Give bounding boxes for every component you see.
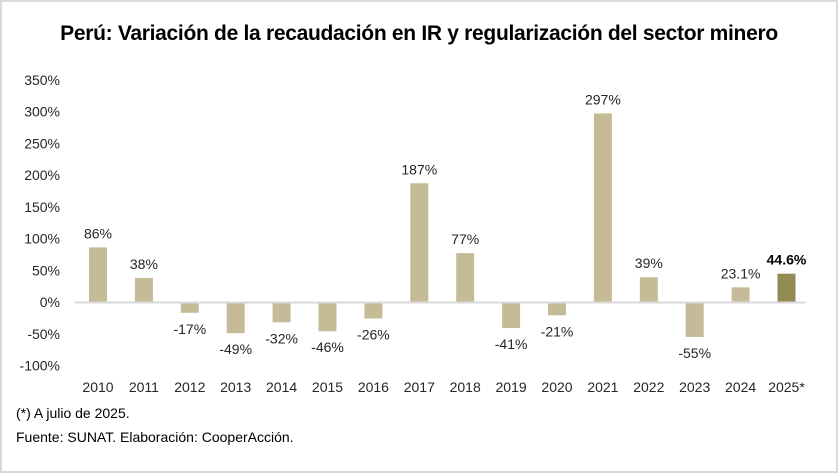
- data-label: 86%: [84, 225, 112, 241]
- y-axis: 350% 300% 250% 200% 150% 100% 50% 0% -50% -100%: [20, 72, 60, 374]
- bar-2024: [731, 287, 750, 302]
- data-labels: 86% 38% -17% -49% -32% -46% -26% 187% 77% -41% -21…: [84, 91, 807, 361]
- bar-2021: [593, 113, 612, 302]
- x-tick-label: 2019: [496, 379, 527, 395]
- x-tick-label: 2018: [450, 379, 481, 395]
- data-label: 38%: [130, 256, 158, 272]
- data-label: 39%: [635, 255, 663, 271]
- x-tick-label: 2013: [220, 379, 251, 395]
- data-label: -46%: [311, 339, 344, 355]
- y-tick-label: 300%: [24, 104, 60, 120]
- x-tick-label: 2023: [679, 379, 710, 395]
- data-label: -21%: [541, 323, 574, 339]
- data-label: 44.6%: [767, 252, 807, 268]
- x-tick-label: 2011: [129, 379, 159, 395]
- data-label: -26%: [357, 327, 390, 343]
- bar-2010: [89, 247, 107, 302]
- y-tick-label: 200%: [24, 167, 60, 183]
- x-tick-label: 2020: [541, 379, 572, 395]
- bar-2022: [639, 277, 658, 302]
- x-tick-label: 2022: [633, 379, 664, 395]
- data-label: -49%: [219, 341, 252, 357]
- bar-2025: [777, 273, 796, 302]
- x-axis: 2010 2011 2012 2013 2014 2015 2016 2017 2018 2019…: [82, 379, 805, 395]
- bar-2015: [318, 302, 337, 332]
- y-tick-label: 0%: [40, 294, 60, 310]
- y-tick-label: -100%: [20, 358, 60, 374]
- x-tick-label: 2010: [82, 379, 113, 395]
- bar-2012: [180, 302, 199, 313]
- bar-2016: [364, 302, 383, 319]
- x-tick-label: 2015: [312, 379, 343, 395]
- y-tick-label: 350%: [24, 72, 60, 88]
- x-tick-label: 2025*: [768, 379, 805, 395]
- y-tick-label: 100%: [24, 231, 60, 247]
- data-label: -41%: [495, 336, 528, 352]
- x-tick-label: 2014: [266, 379, 297, 395]
- bars: [89, 113, 796, 337]
- x-tick-label: 2017: [404, 379, 435, 395]
- x-tick-label: 2024: [725, 379, 756, 395]
- data-label: 77%: [451, 231, 479, 247]
- bar-2020: [548, 302, 566, 316]
- y-tick-label: -50%: [27, 326, 60, 342]
- x-tick-label: 2016: [358, 379, 389, 395]
- bar-2014: [272, 302, 291, 323]
- footnote-source: Fuente: SUNAT. Elaboración: CooperAcción…: [16, 429, 294, 445]
- data-label: 23.1%: [721, 265, 761, 281]
- footnote-note: (*) A julio de 2025.: [16, 405, 130, 421]
- data-label: -55%: [678, 345, 711, 361]
- bar-2017: [410, 183, 429, 302]
- bar-2018: [456, 253, 475, 302]
- bar-2019: [502, 302, 521, 329]
- y-tick-label: 150%: [24, 199, 60, 215]
- data-label: -17%: [173, 321, 206, 337]
- y-tick-label: 250%: [24, 135, 60, 151]
- data-label: 297%: [585, 91, 621, 107]
- data-label: -32%: [265, 330, 298, 346]
- bar-2023: [685, 302, 704, 337]
- data-label: 187%: [401, 161, 437, 177]
- x-tick-label: 2021: [587, 379, 618, 395]
- bar-2013: [226, 302, 245, 334]
- y-tick-label: 50%: [32, 262, 60, 278]
- x-tick-label: 2012: [174, 379, 205, 395]
- bar-2011: [134, 277, 153, 302]
- chart-title: Perú: Variación de la recaudación en IR …: [60, 22, 778, 45]
